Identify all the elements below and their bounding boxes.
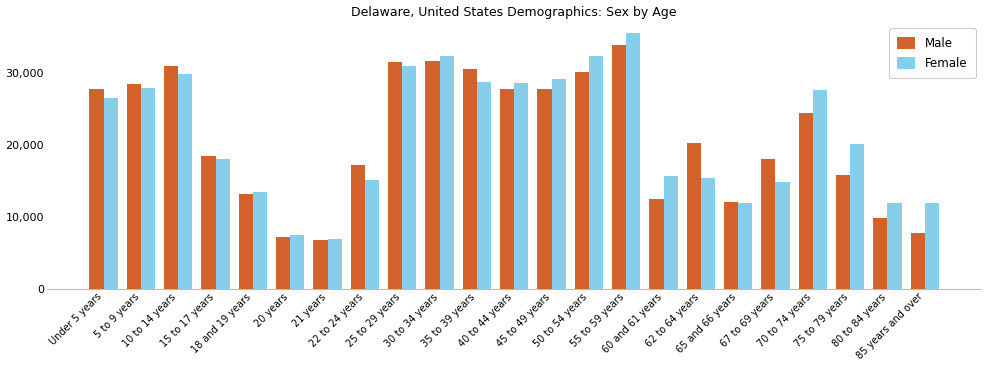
Bar [402,66,416,289]
Bar [873,218,886,289]
Bar [90,90,104,289]
Bar [812,90,826,289]
Bar [775,182,789,289]
Bar [625,33,640,289]
Bar [536,90,551,289]
Bar [924,203,938,289]
Bar [574,72,589,289]
Bar [178,75,192,289]
Bar [276,237,290,289]
Bar [589,57,602,289]
Bar [387,62,402,289]
Bar [886,203,901,289]
Bar [350,165,365,289]
Bar [514,83,528,289]
Bar [835,175,849,289]
Bar [551,79,565,289]
Legend: Male, Female: Male, Female [888,28,974,78]
Bar [500,89,514,289]
Bar [611,45,625,289]
Bar [910,233,924,289]
Bar [663,176,677,289]
Bar [849,144,864,289]
Bar [724,202,738,289]
Bar [164,66,178,289]
Bar [649,199,663,289]
Bar [700,178,714,289]
Bar [239,194,252,289]
Bar [252,192,267,289]
Bar [462,69,476,289]
Bar [425,61,439,289]
Bar [439,56,454,289]
Bar [314,240,327,289]
Bar [215,159,230,289]
Bar [738,203,751,289]
Title: Delaware, United States Demographics: Sex by Age: Delaware, United States Demographics: Se… [351,6,676,19]
Bar [104,98,117,289]
Bar [760,159,775,289]
Bar [476,82,491,289]
Bar [327,239,341,289]
Bar [126,84,141,289]
Bar [798,113,812,289]
Bar [365,180,379,289]
Bar [290,235,304,289]
Bar [141,88,155,289]
Bar [201,156,215,289]
Bar [686,143,700,289]
